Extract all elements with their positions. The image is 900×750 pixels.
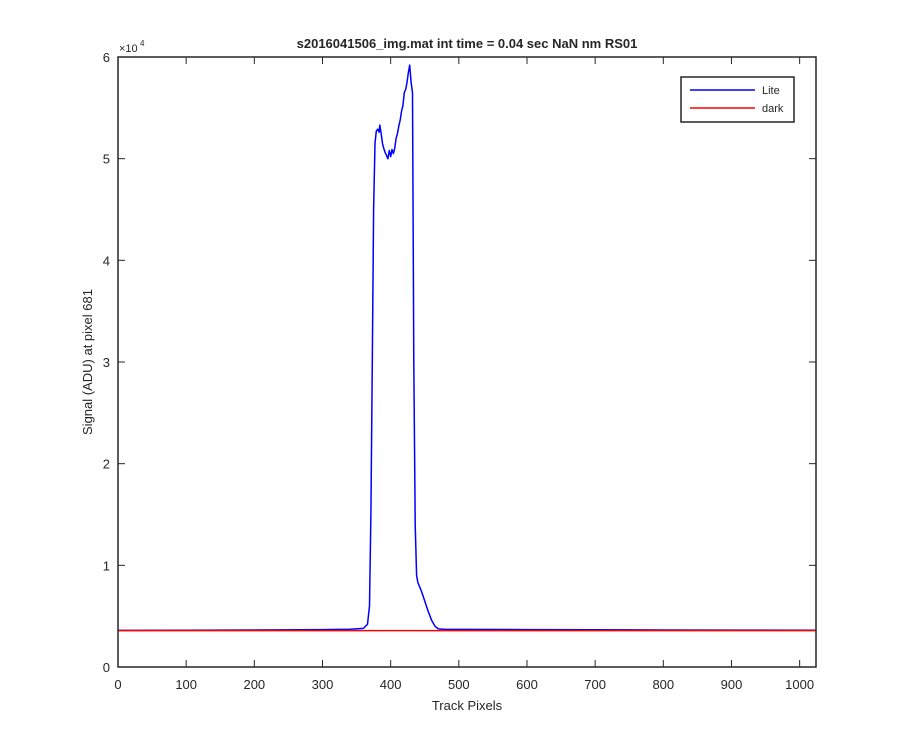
x-tick-label: 900	[721, 677, 743, 692]
x-tick-label: 700	[584, 677, 606, 692]
y-tick-label: 3	[103, 355, 110, 370]
x-tick-label: 200	[243, 677, 265, 692]
x-tick-label: 500	[448, 677, 470, 692]
y-tick-label: 1	[103, 558, 110, 573]
legend-box	[680, 76, 795, 123]
x-tick-label: 0	[114, 677, 121, 692]
y-tick-label: 0	[103, 660, 110, 675]
y-axis-label: Signal (ADU) at pixel 681	[80, 289, 95, 435]
plot-background	[118, 57, 816, 667]
legend-label-dark: dark	[762, 103, 784, 115]
plot-area	[118, 57, 816, 667]
legend-label-lite: Lite	[762, 85, 780, 97]
x-axis-label: Track Pixels	[432, 698, 503, 713]
ticks: 0 100 200 300 400 500 600 700 800 900 1000 0 1 2 3 4 5 6	[103, 50, 816, 692]
chart-title: s2016041506_img.mat int time = 0.04 sec …	[297, 36, 638, 51]
x-tick-label: 400	[380, 677, 402, 692]
y-exponent-power: 4	[140, 39, 145, 48]
x-tick-label: 1000	[785, 677, 814, 692]
y-tick-label: 4	[103, 253, 110, 268]
series-line-lite	[117, 64, 817, 632]
x-tick-label: 300	[312, 677, 334, 692]
y-exponent: ×10 4	[119, 39, 145, 55]
x-tick-label: 100	[175, 677, 197, 692]
x-tick-label: 800	[652, 677, 674, 692]
y-tick-label: 5	[103, 152, 110, 167]
y-tick-label: 2	[103, 457, 110, 472]
series-layer	[117, 64, 817, 632]
y-tick-label: 6	[103, 50, 110, 65]
legend: Lite dark	[680, 76, 795, 123]
x-tick-label: 600	[516, 677, 538, 692]
y-exponent-base: ×10	[119, 43, 138, 55]
